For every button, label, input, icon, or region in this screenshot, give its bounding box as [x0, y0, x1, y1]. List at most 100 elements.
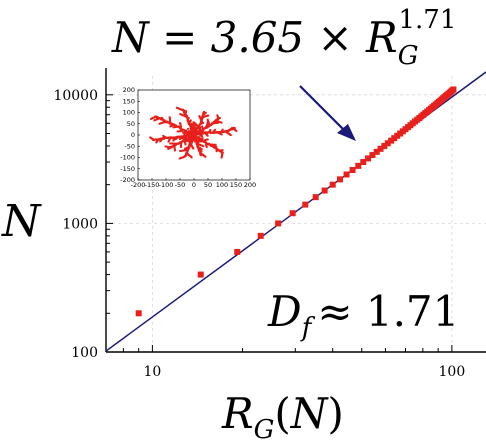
inset-point [204, 112, 207, 114]
y-tick-label: 10000 [53, 88, 98, 104]
inset-y-tick-label: 200 [123, 86, 135, 94]
inset-point [196, 127, 199, 129]
inset-point [175, 136, 177, 139]
inset-point [186, 118, 189, 121]
inset-point [173, 136, 175, 139]
inset-point [200, 150, 203, 153]
inset-y-tick-label: -50 [124, 142, 135, 150]
inset-point [185, 110, 188, 112]
arrow-head [337, 124, 356, 141]
data-point [391, 135, 398, 142]
inset-point [214, 128, 216, 131]
data-point [329, 181, 336, 188]
inset-point [217, 121, 220, 124]
data-point [197, 271, 204, 278]
arrow-annotation [299, 85, 356, 141]
inset-point [175, 106, 178, 109]
inset-y-tick-label: 150 [123, 97, 135, 105]
inset-y-tick-label: 0 [131, 131, 135, 139]
inset-point [149, 136, 152, 139]
inset-x-tick-label: -150 [145, 181, 160, 189]
inset-point [198, 115, 201, 117]
inset-point [220, 156, 223, 159]
inset-point [206, 134, 209, 137]
inset-point [211, 131, 214, 134]
inset-x-tick-label: -100 [159, 181, 174, 189]
inset-point [186, 150, 189, 153]
inset-point [179, 141, 182, 144]
inset-x-tick-label: 0 [192, 181, 196, 189]
inset-point [153, 119, 156, 122]
inset-point [197, 141, 200, 143]
inset-point [172, 139, 175, 142]
inset-point [188, 130, 191, 133]
inset-point [198, 148, 201, 151]
inset-point [193, 131, 196, 134]
x-tick-label: 100 [439, 364, 466, 380]
inset-point [200, 148, 203, 151]
inset-point [223, 131, 225, 133]
data-point [257, 232, 264, 239]
inset-point [199, 134, 202, 137]
data-point [349, 167, 356, 174]
inset-point [182, 131, 185, 134]
data-point [365, 155, 372, 162]
inset-point [165, 121, 168, 124]
inset-point [195, 136, 198, 139]
inset-point [204, 127, 207, 129]
inset-point [158, 138, 161, 141]
data-point [355, 162, 362, 169]
inset-point [202, 114, 205, 116]
inset-point [196, 143, 199, 146]
inset-point [181, 135, 184, 138]
inset-point [229, 128, 232, 131]
data-point [336, 176, 343, 183]
inset-point [167, 147, 170, 150]
inset-point [187, 122, 190, 124]
data-point [384, 140, 391, 147]
inset-point [185, 139, 188, 142]
inset-point [195, 127, 197, 130]
inset-point [199, 126, 201, 129]
inset-point [180, 141, 183, 144]
inset-point [181, 140, 184, 143]
inset-point [184, 147, 186, 150]
inset-point [203, 110, 205, 113]
inset-point [210, 145, 213, 148]
inset-point [188, 140, 191, 143]
data-point [234, 248, 241, 255]
inset-point [167, 121, 169, 124]
inset-point [205, 146, 208, 148]
data-point [289, 210, 296, 217]
inset-point [179, 113, 182, 115]
inset-point [194, 123, 197, 126]
x-axis-title: RG(N) [221, 389, 344, 444]
inset-point [179, 122, 181, 124]
inset-point [179, 150, 181, 152]
inset-point [192, 147, 195, 150]
data-point [343, 171, 350, 178]
inset-point [235, 130, 238, 132]
inset-point [220, 121, 223, 124]
data-point [369, 152, 376, 159]
inset-point [207, 124, 210, 127]
inset-point [184, 143, 187, 146]
inset-point [199, 140, 202, 143]
inset-point [212, 131, 215, 134]
inset-point [178, 135, 181, 138]
data-point [275, 220, 282, 227]
df-annotation-sub: f [300, 313, 316, 343]
inset-point [207, 114, 210, 117]
inset-point [233, 127, 236, 130]
inset-point [167, 140, 170, 143]
inset-point [179, 138, 181, 140]
inset-point [192, 128, 195, 131]
inset-point [174, 143, 177, 146]
inset-cluster [149, 106, 238, 160]
data-point [135, 310, 142, 317]
inset-point [214, 143, 217, 146]
inset-point [202, 128, 205, 131]
inset-point [219, 150, 222, 153]
data-point [373, 148, 380, 155]
